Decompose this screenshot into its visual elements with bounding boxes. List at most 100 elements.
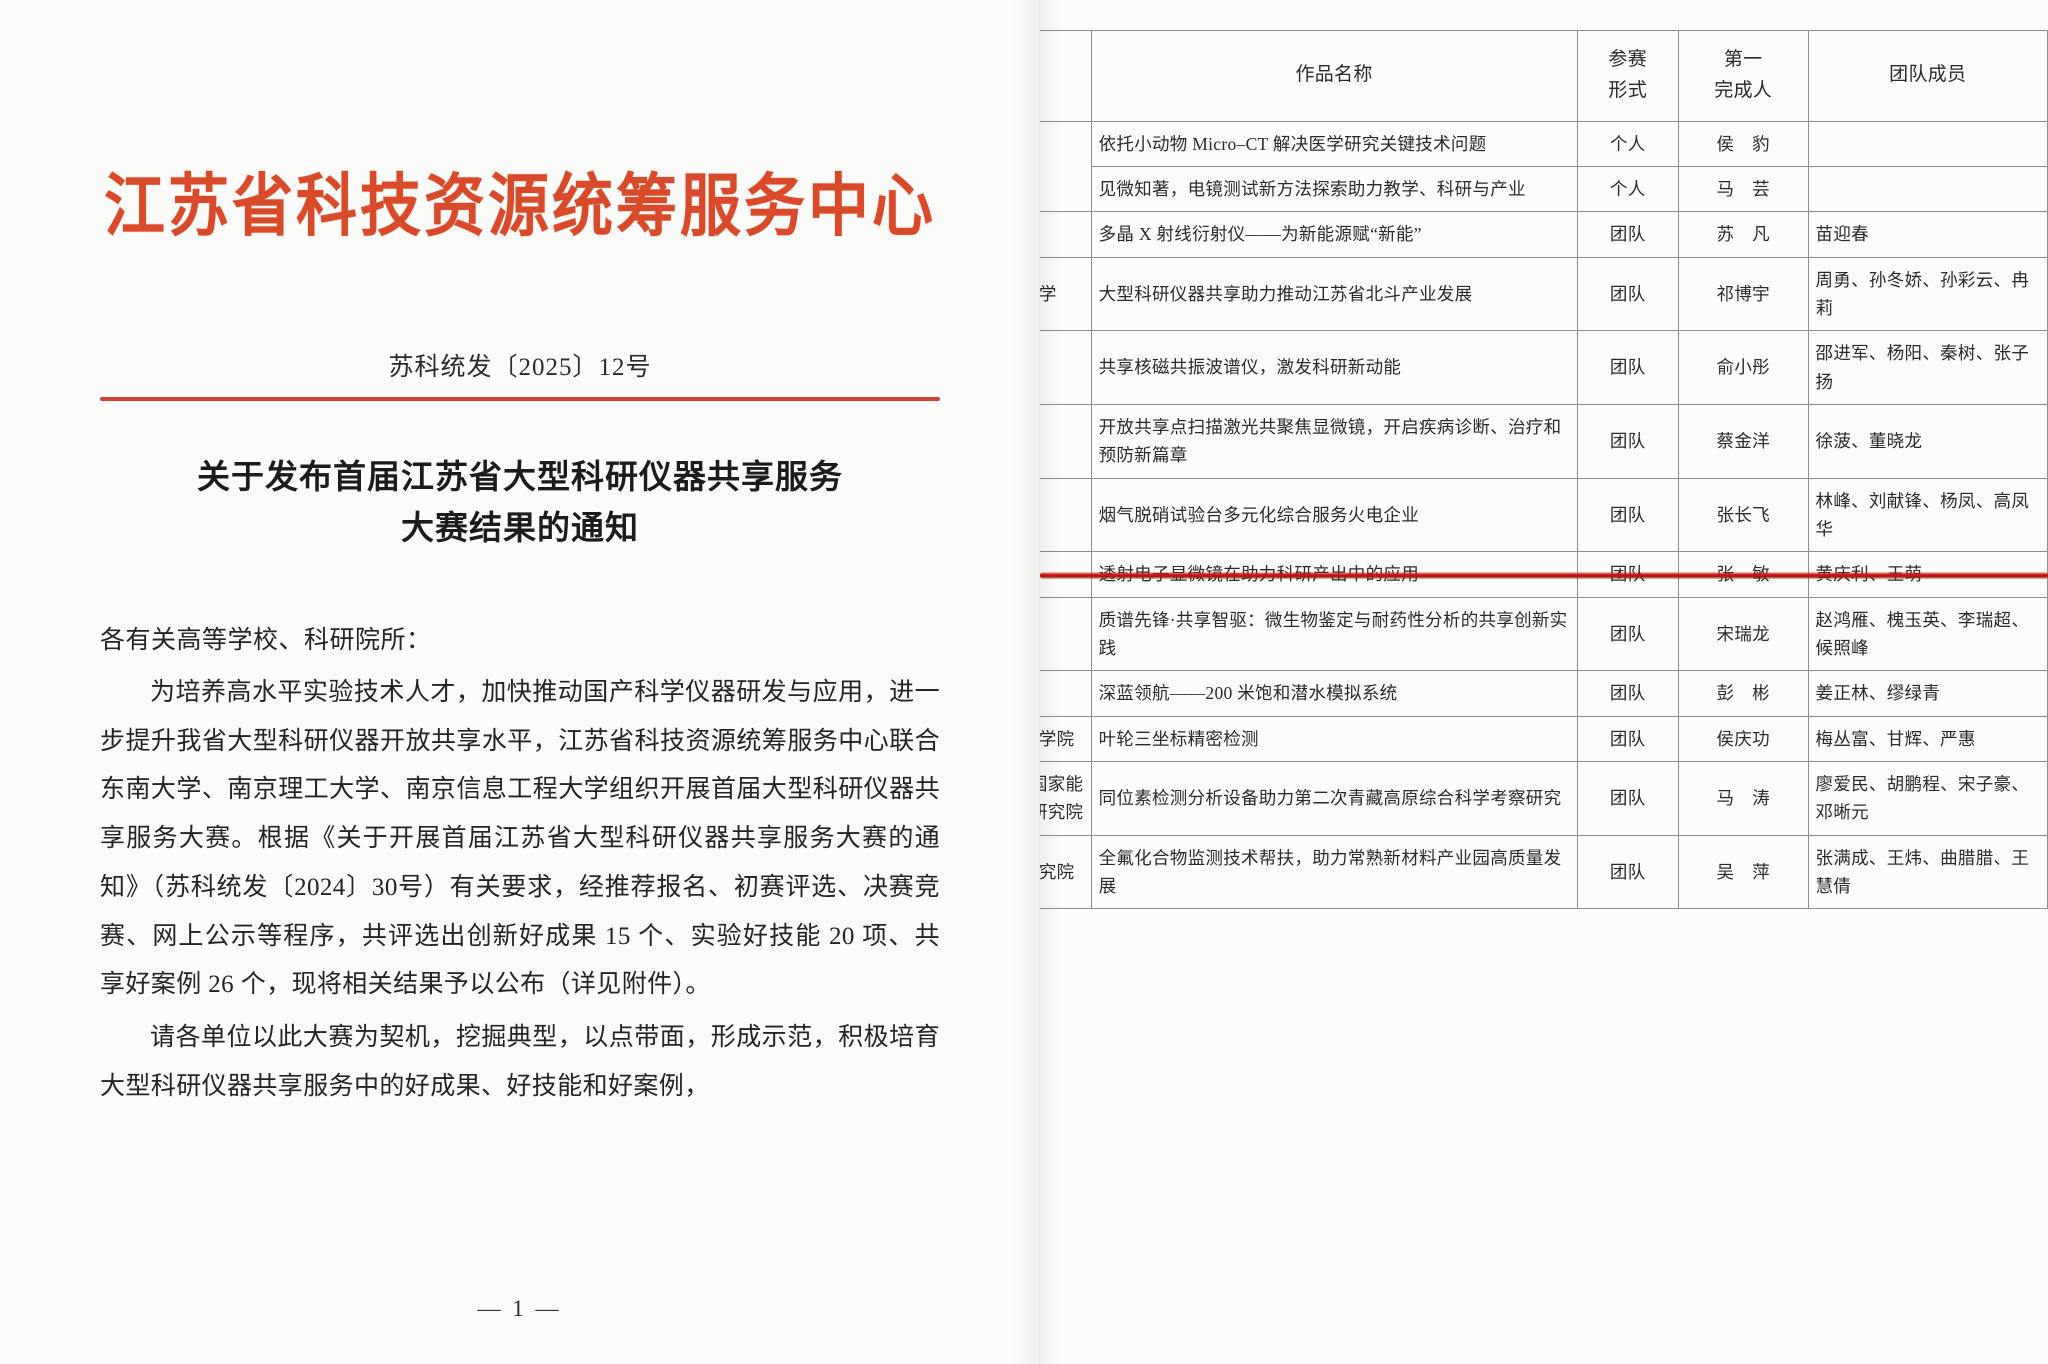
- table-cell-form: 团队: [1576, 834, 1679, 910]
- table-header-row: 序号 单位名称 作品名称 参赛 形式 第一 完成人 团队成员: [1040, 30, 2048, 122]
- table-cell-form: 团队: [1576, 477, 1679, 553]
- organization-title: 江苏省科技资源统筹服务中心: [103, 170, 936, 246]
- column-header-form: 参赛 形式: [1576, 30, 1679, 122]
- table-cell-work: 见微知著，电镜测试新方法探索助力教学、科研与产业: [1090, 165, 1578, 213]
- table-cell-first: 张长飞: [1677, 477, 1809, 553]
- table-cell-work: 多晶 X 射线衍射仪——为新能源赋“新能”: [1090, 211, 1578, 258]
- table-cell-work: 开放共享点扫描激光共聚焦显微镜，开启疾病诊断、治疗和预防新篇章: [1090, 403, 1578, 479]
- table-cell-unit: 南京林业大学: [1040, 211, 1092, 258]
- table-cell-work: 依托小动物 Micro–CT 解决医学研究关键技术问题: [1090, 120, 1578, 167]
- table-cell-first: 侯庆功: [1677, 715, 1809, 763]
- table-row: 23水利部交通运输部国家能源局南京水利科学研究院同位素检测分析设备助力第二次青藏…: [1040, 761, 2048, 836]
- table-cell-unit: 江苏省环境科学研究院: [1040, 834, 1092, 910]
- column-header-first-line-2: 完成人: [1714, 79, 1773, 101]
- page-title-line-1: 关于发布首届江苏省大型科研仪器共享服务: [197, 460, 843, 496]
- table-cell-form: 团队: [1576, 761, 1679, 836]
- table-cell-form: 团队: [1576, 715, 1679, 763]
- table-cell-form: 个人: [1576, 165, 1679, 213]
- table-cell-unit: 南京信息工程大学: [1040, 256, 1092, 332]
- table-cell-form: 团队: [1576, 211, 1679, 258]
- table-cell-unit: 江苏信息职业技术学院: [1040, 715, 1092, 763]
- table-cell-work: 同位素检测分析设备助力第二次青藏高原综合科学考察研究: [1090, 761, 1578, 836]
- page-number: — 1 —: [477, 1296, 562, 1321]
- table-cell-unit: 南京医科大学: [1040, 403, 1092, 479]
- table-cell-unit: 水利部交通运输部国家能源局南京水利科学研究院: [1040, 761, 1092, 836]
- table-cell-team: 邵进军、杨阳、秦树、张子扬: [1807, 330, 2048, 405]
- table-cell-work: 全氟化合物监测技术帮扶，助力常熟新材料产业园高质量发展: [1090, 834, 1578, 910]
- table-cell-first: 马 涛: [1677, 761, 1809, 836]
- table-cell-form: 团队: [1576, 330, 1679, 405]
- table-cell-form: 团队: [1576, 256, 1679, 332]
- document-number: 苏科统发〔2025〕12号: [388, 354, 652, 381]
- body-paragraph-2: 请各单位以此大赛为契机，挖掘典型，以点带面，形成示范，积极培育大型科研仪器共享服…: [100, 1024, 940, 1100]
- salutation: 各有关高等学校、科研院所：: [100, 627, 432, 655]
- table-header: 序号 单位名称 作品名称 参赛 形式 第一 完成人 团队成员: [1040, 30, 2048, 122]
- column-header-team: 团队成员: [1807, 30, 2048, 122]
- table-cell-first: 吴 萍: [1677, 834, 1809, 910]
- table-row: 17南京医科大学开放共享点扫描激光共聚焦显微镜，开启疾病诊断、治疗和预防新篇章团…: [1040, 403, 2048, 479]
- table-cell-team: 梅丛富、甘辉、严惠: [1807, 715, 2048, 763]
- page-title-line-2: 大赛结果的通知: [401, 511, 639, 548]
- table-cell-work: 大型科研仪器共享助力推动江苏省北斗产业发展: [1090, 256, 1578, 332]
- results-table: 序号 单位名称 作品名称 参赛 形式 第一 完成人 团队成员: [1040, 30, 2048, 910]
- table-row: 18南京工程学院烟气脱硝试验台多元化综合服务火电企业团队张长飞林峰、刘献锋、杨凤…: [1040, 477, 2048, 553]
- table-cell-team: 姜正林、缪绿青: [1807, 670, 2048, 717]
- table-cell-unit: 南京工程学院: [1040, 477, 1092, 553]
- table-cell-team: 张满成、王炜、曲腊腊、王慧倩: [1807, 834, 2048, 910]
- table-row: 20扬州大学质谱先锋·共享智驱：微生物鉴定与耐药性分析的共享创新实践团队宋瑞龙赵…: [1040, 596, 2048, 672]
- table-row: 22江苏信息职业技术学院叶轮三坐标精密检测团队侯庆功梅丛富、甘辉、严惠: [1040, 715, 2048, 763]
- table-cell-work: 叶轮三坐标精密检测: [1090, 715, 1578, 763]
- table-cell-first: 彭 彬: [1677, 670, 1809, 717]
- table-cell-form: 团队: [1576, 403, 1679, 479]
- body-paragraph-1: 为培养高水平实验技术人才，加快推动国产科学仪器研发与应用，进一步提升我省大型科研…: [100, 678, 940, 999]
- table-row: 16南京工业大学共享核磁共振波谱仪，激发科研新动能团队俞小彤邵进军、杨阳、秦树、…: [1040, 330, 2048, 405]
- table-cell-unit: 南京工业大学: [1040, 330, 1092, 405]
- right-table-page: 序号 单位名称 作品名称 参赛 形式 第一 完成人 团队成员: [1040, 0, 2048, 1364]
- document-content: 江苏省科技资源统筹服务中心 苏科统发〔2025〕12号 关于发布首届江苏省大型科…: [100, 0, 940, 1364]
- table-cell-first: 祁博宇: [1677, 256, 1809, 332]
- table-row: 15南京信息工程大学大型科研仪器共享助力推动江苏省北斗产业发展团队祁博宇周勇、孙…: [1040, 256, 2048, 332]
- column-header-work: 作品名称: [1090, 30, 1578, 122]
- table-cell-team: 周勇、孙冬娇、孙彩云、冉莉: [1807, 256, 2048, 332]
- column-header-form-line-1: 参赛: [1608, 49, 1648, 70]
- table-cell-form: 团队: [1576, 596, 1679, 672]
- table-cell-team: [1807, 120, 2048, 167]
- page-title: 关于发布首届江苏省大型科研仪器共享服务 大赛结果的通知: [100, 453, 940, 555]
- table-cell-team: 林峰、刘献锋、杨凤、高凤华: [1807, 477, 2048, 553]
- table-cell-work: 烟气脱硝试验台多元化综合服务火电企业: [1090, 477, 1578, 553]
- left-document-page: 江苏省科技资源统筹服务中心 苏科统发〔2025〕12号 关于发布首届江苏省大型科…: [100, 0, 1040, 1364]
- table-cell-first: 马 芸: [1677, 165, 1809, 213]
- table-cell-team: 徐菠、董晓龙: [1807, 403, 2048, 479]
- table-cell-first: 宋瑞龙: [1677, 596, 1809, 672]
- table-cell-unit: 南通大学: [1040, 670, 1092, 717]
- column-header-first: 第一 完成人: [1677, 30, 1809, 122]
- table-cell-first: 俞小彤: [1677, 330, 1809, 405]
- results-table-wrapper: 序号 单位名称 作品名称 参赛 形式 第一 完成人 团队成员: [1040, 30, 2048, 910]
- table-cell-team: [1807, 165, 2048, 213]
- table-cell-work: 质谱先锋·共享智驱：微生物鉴定与耐药性分析的共享创新实践: [1090, 596, 1578, 672]
- table-cell-work: 深蓝领航——200 米饱和潜水模拟系统: [1090, 670, 1578, 717]
- table-cell-first: 侯 豹: [1677, 120, 1809, 167]
- table-cell-first: 苏 凡: [1677, 211, 1809, 258]
- table-cell-form: 个人: [1576, 120, 1679, 167]
- table-cell-form: 团队: [1576, 670, 1679, 717]
- red-divider-rule: [100, 397, 940, 401]
- table-cell-unit: 扬州大学: [1040, 596, 1092, 672]
- red-highlight-underline: [1040, 572, 2048, 579]
- table-row: 24江苏省环境科学研究院全氟化合物监测技术帮扶，助力常熟新材料产业园高质量发展团…: [1040, 834, 2048, 910]
- table-cell-team: 赵鸿雁、槐玉英、李瑞超、候照峰: [1807, 596, 2048, 672]
- table-cell-unit: 江南大学: [1040, 120, 1092, 213]
- column-header-first-line-1: 第一: [1723, 49, 1763, 70]
- column-header-unit: 单位名称: [1040, 30, 1092, 122]
- column-header-form-line-2: 形式: [1608, 79, 1648, 101]
- table-cell-team: 廖爱民、胡鹏程、宋子豪、邓晰元: [1807, 761, 2048, 836]
- table-cell-first: 蔡金洋: [1677, 403, 1809, 479]
- table-cell-work: 共享核磁共振波谱仪，激发科研新动能: [1090, 330, 1578, 405]
- table-cell-team: 苗迎春: [1807, 211, 2048, 258]
